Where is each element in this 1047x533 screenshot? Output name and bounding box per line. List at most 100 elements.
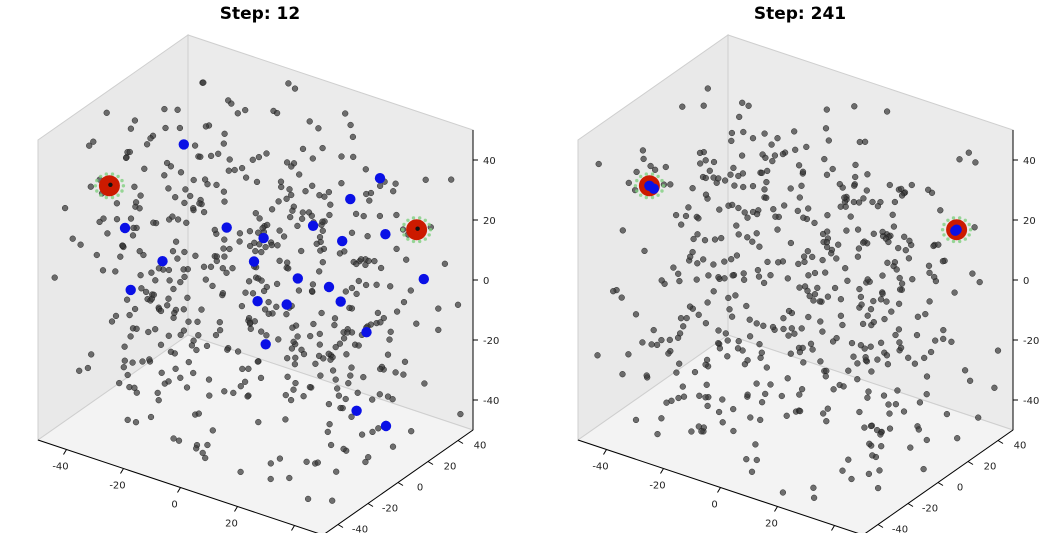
background-point: [741, 276, 748, 283]
background-point: [676, 360, 683, 367]
background-point: [816, 298, 823, 305]
background-point: [756, 243, 763, 250]
background-point: [926, 269, 933, 276]
background-point: [760, 322, 767, 329]
background-point: [877, 296, 885, 303]
background-point: [774, 226, 781, 233]
background-point: [274, 280, 281, 288]
background-point: [747, 333, 754, 340]
background-point: [639, 339, 646, 346]
background-point: [143, 288, 150, 296]
background-point: [267, 475, 274, 483]
background-point: [796, 284, 803, 291]
background-point: [850, 353, 857, 360]
background-point: [195, 332, 202, 339]
background-point: [916, 399, 924, 406]
background-point: [287, 214, 294, 221]
background-point: [725, 294, 732, 302]
background-point: [736, 113, 743, 121]
background-point: [331, 315, 339, 322]
y-tick-label: 20: [984, 462, 997, 473]
background-point: [392, 369, 399, 376]
background-point: [721, 258, 728, 265]
agent-point: [345, 193, 356, 205]
background-point: [211, 226, 218, 234]
background-point: [376, 212, 384, 220]
background-point: [619, 227, 626, 234]
background-point: [274, 242, 281, 249]
background-point: [223, 269, 230, 276]
background-point: [743, 456, 750, 463]
background-point: [732, 292, 739, 299]
target-halo-point: [110, 195, 115, 200]
background-point: [129, 232, 137, 239]
background-point: [170, 285, 177, 293]
background-point: [733, 252, 741, 259]
background-point: [753, 230, 760, 237]
background-point: [336, 250, 344, 257]
background-point: [347, 121, 354, 129]
background-point: [343, 351, 350, 358]
background-point: [139, 358, 146, 365]
background-point: [810, 297, 817, 304]
target-halo-point: [411, 239, 416, 244]
background-point: [823, 106, 830, 113]
agent-point: [119, 222, 131, 234]
background-point: [236, 230, 244, 237]
background-point: [923, 391, 930, 398]
background-point: [762, 390, 769, 398]
background-point: [284, 355, 291, 362]
background-point: [841, 194, 848, 201]
background-point: [885, 238, 892, 246]
background-point: [276, 455, 284, 462]
background-point: [225, 167, 232, 174]
background-point: [220, 245, 227, 252]
background-point: [854, 376, 861, 383]
background-point: [874, 356, 881, 363]
target-halo-point: [116, 193, 120, 197]
background-point: [147, 135, 154, 142]
background-point: [265, 299, 272, 306]
background-point: [883, 352, 891, 359]
background-point: [724, 337, 731, 344]
background-point: [641, 247, 648, 255]
background-point: [326, 421, 333, 428]
background-point: [335, 392, 343, 399]
background-point: [377, 365, 384, 373]
background-point: [290, 386, 297, 393]
x-tick: [774, 506, 778, 512]
background-point: [202, 123, 210, 130]
background-point: [913, 332, 921, 339]
background-point: [972, 159, 979, 166]
background-point: [132, 419, 140, 426]
background-point: [201, 209, 208, 216]
background-point: [254, 358, 261, 365]
background-point: [764, 167, 771, 175]
agent-point: [380, 420, 392, 432]
background-point: [393, 245, 400, 253]
background-point: [243, 174, 250, 181]
background-point: [865, 388, 872, 395]
background-point: [294, 222, 301, 230]
background-point: [825, 137, 832, 144]
background-point: [314, 459, 321, 466]
background-point: [387, 328, 394, 335]
background-point: [360, 213, 367, 220]
background-point: [217, 327, 224, 334]
background-point: [755, 273, 763, 280]
background-point: [643, 372, 650, 379]
background-point: [316, 330, 323, 338]
background-point: [685, 204, 692, 211]
x-tick: [120, 468, 124, 474]
target-halo-point: [406, 237, 410, 241]
background-point: [852, 161, 859, 169]
background-point: [739, 99, 746, 106]
background-point: [839, 321, 846, 329]
background-point: [307, 333, 314, 340]
background-point: [861, 345, 868, 352]
background-point: [268, 242, 275, 249]
background-point: [87, 183, 94, 190]
background-point: [239, 165, 246, 172]
z-tick-label: 20: [483, 216, 496, 227]
target-halo-point: [968, 228, 973, 232]
